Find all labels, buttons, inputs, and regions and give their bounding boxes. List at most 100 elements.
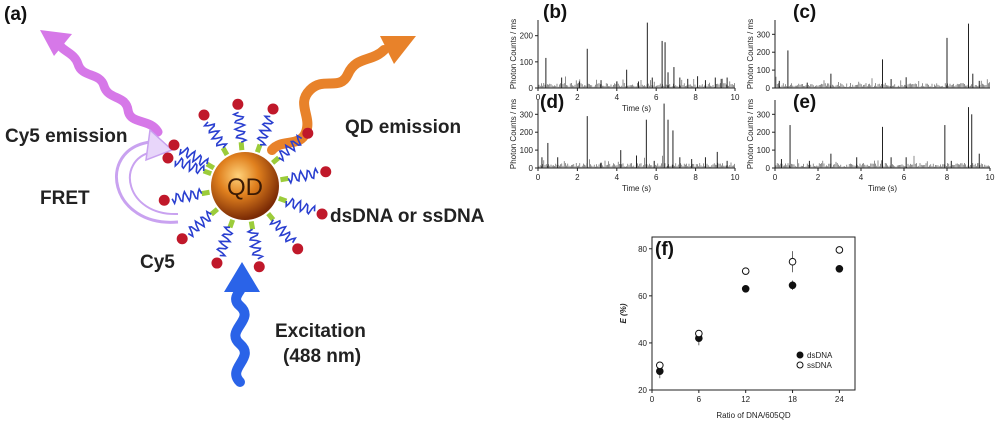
chart-d-ytick-label-0: 0 xyxy=(529,164,534,173)
cy5-emission-arrow xyxy=(53,37,163,137)
chart-d-ylabel: Photon Counts / ms xyxy=(509,99,518,169)
chart-f-legend-label-ssDNA: ssDNA xyxy=(807,361,833,370)
chart-b-axes xyxy=(537,20,735,89)
dna-helix-11 xyxy=(171,187,203,206)
chart-c-ytick-label-3: 300 xyxy=(757,30,771,39)
cy5-dye-7 xyxy=(292,243,304,255)
chart-d-panel-label: (d) xyxy=(540,92,564,113)
chart-f-point-dsDNA-2 xyxy=(741,284,750,293)
fret-curve-arrow xyxy=(115,140,179,224)
chart-b-xtick-label-0: 0 xyxy=(536,93,541,102)
dna-helix-3 xyxy=(256,115,275,146)
chart-e-ytick-label-1: 100 xyxy=(757,146,771,155)
chart-f-panel-label: (f) xyxy=(655,239,674,260)
chart-d-ytick-label-1: 100 xyxy=(520,146,534,155)
cy5-dye-8 xyxy=(253,261,265,273)
chart-f-xtick-label-1: 6 xyxy=(697,395,702,404)
chart-f-xtick-label-2: 12 xyxy=(741,395,750,404)
linker-6 xyxy=(277,195,288,204)
chart-f-legend-marker-ssDNA xyxy=(796,361,804,369)
chart-d-ytick-label-2: 200 xyxy=(520,128,534,137)
chart-f-frame xyxy=(651,236,856,391)
chart-c-ytick-label-2: 200 xyxy=(757,48,771,57)
chart-c-ylabel: Photon Counts / ms xyxy=(746,19,755,89)
chart-c-ytick-label-1: 100 xyxy=(757,66,771,75)
chart-f-ytick-label-0: 20 xyxy=(638,386,647,395)
chart-c-ytick-label-0: 0 xyxy=(766,84,771,93)
chart-f-ytick-label-3: 80 xyxy=(638,245,647,254)
chart-c-panel-label: (c) xyxy=(793,2,816,23)
dna-label: dsDNA or ssDNA xyxy=(330,206,485,227)
chart-d-xtick-label-5: 10 xyxy=(731,173,740,182)
chart-f-point-ssDNA-1 xyxy=(695,329,703,338)
chart-f-ylabel: E (%) xyxy=(619,303,628,323)
chart-b: 0 100 200 0 2 4 6 8 10 Time (s) Photon Counts / ms… xyxy=(509,2,740,113)
qd-emission-label: QD emission xyxy=(345,117,461,138)
dna-helix-7 xyxy=(268,219,297,244)
chart-d-xtick-label-0: 0 xyxy=(536,173,541,182)
chart-b-ytick-label-1: 100 xyxy=(520,58,534,67)
chart-e-xtick-label-4: 8 xyxy=(945,173,950,182)
excitation-arrowhead xyxy=(224,262,260,292)
chart-e-xtick-label-1: 2 xyxy=(816,173,821,182)
chart-f-ytick-label-2: 60 xyxy=(638,292,647,301)
chart-c-baseline-noise xyxy=(775,76,990,88)
linker-0 xyxy=(205,161,216,171)
linker-1 xyxy=(220,146,230,157)
dna-helix-12 xyxy=(174,156,205,175)
dna-strands xyxy=(158,98,332,273)
excitation-label: Excitation xyxy=(275,321,366,342)
chart-d-xtick-label-4: 8 xyxy=(693,173,698,182)
chart-b-xtick-label-2: 4 xyxy=(615,93,620,102)
dna-helix-6 xyxy=(285,197,316,216)
chart-f-ytick-label-1: 40 xyxy=(638,339,647,348)
chart-e-baseline-noise xyxy=(775,155,990,168)
dna-helix-0 xyxy=(178,146,210,167)
chart-b-xtick-label-5: 10 xyxy=(731,93,740,102)
cy5-emission-arrowhead xyxy=(40,30,72,56)
linker-8 xyxy=(248,221,256,230)
cy5-emission-label: Cy5 emission xyxy=(5,126,128,147)
chart-e-xtick-label-3: 6 xyxy=(902,173,907,182)
chart-b-xtick-label-3: 6 xyxy=(654,93,659,102)
chart-b-ytick-label-2: 200 xyxy=(520,32,534,41)
chart-b-xtick-label-4: 8 xyxy=(693,93,698,102)
linker-3 xyxy=(254,143,263,154)
qd-emission-arrowhead xyxy=(380,36,416,64)
chart-d-xlabel: Time (s) xyxy=(622,184,651,193)
chart-e-xlabel: Time (s) xyxy=(868,184,897,193)
chart-e-xtick-label-0: 0 xyxy=(773,173,778,182)
chart-f-point-dsDNA-4 xyxy=(835,264,844,273)
linker-10 xyxy=(209,207,220,217)
cy5-dye-6 xyxy=(316,208,328,220)
chart-e-ytick-label-2: 200 xyxy=(757,128,771,137)
cy5-dye-0 xyxy=(168,139,180,151)
chart-d-ytick-label-3: 300 xyxy=(520,110,534,119)
chart-e-ytick-label-0: 0 xyxy=(766,164,771,173)
quantum-dot xyxy=(211,152,279,220)
chart-f: 20 40 60 80 0 6 12 18 24 Ratio of DNA/605QD E (%) (… xyxy=(619,236,856,420)
fret-arrowhead xyxy=(145,128,174,162)
chart-b-xlabel: Time (s) xyxy=(622,104,651,113)
excitation-arrow xyxy=(230,275,250,387)
chart-e: 0 100 200 300 0 2 4 6 8 10 Time (s) Photon Counts /… xyxy=(746,92,995,193)
chart-e-ylabel: Photon Counts / ms xyxy=(746,99,755,169)
linker-12 xyxy=(202,168,213,177)
chart-f-point-ssDNA-4 xyxy=(835,246,844,254)
dna-helix-10 xyxy=(187,209,212,238)
chart-f-point-ssDNA-3 xyxy=(788,257,797,266)
cy5-dye-2 xyxy=(232,98,244,110)
chart-f-legend-marker-dsDNA xyxy=(796,351,804,359)
linker-11 xyxy=(201,189,210,197)
chart-f-xtick-label-3: 18 xyxy=(788,395,797,404)
linker-7 xyxy=(266,211,276,222)
cy5-dye-10 xyxy=(176,233,188,245)
cy5-label: Cy5 xyxy=(140,252,175,273)
panel-a-label: (a) xyxy=(4,4,27,25)
dna-helix-1 xyxy=(202,121,229,149)
chart-e-xtick-label-2: 4 xyxy=(859,173,864,182)
